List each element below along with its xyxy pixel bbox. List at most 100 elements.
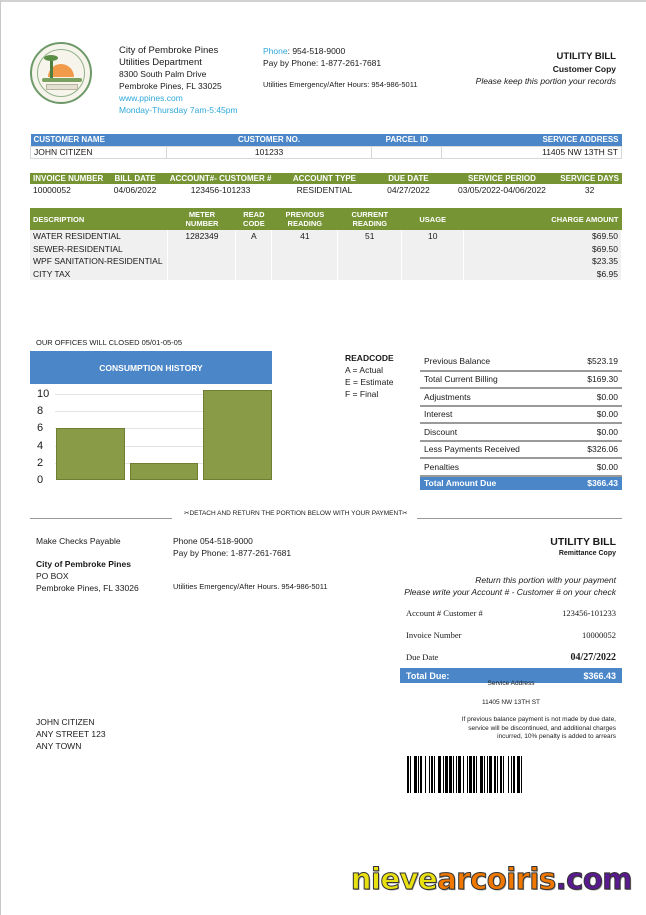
chart-bar — [203, 389, 272, 480]
contact-block: Phone: 954-518-9000 Pay by Phone: 1-877-… — [263, 45, 418, 91]
summary-row: Total Current Billing $169.30 — [420, 370, 622, 389]
bill-title: UTILITY BILL — [556, 51, 616, 62]
watermark-part: .com — [555, 862, 633, 897]
usage — [401, 242, 465, 255]
barcode-bar — [507, 756, 509, 793]
barcode-bar — [444, 756, 446, 793]
summary-label: Interest — [420, 405, 550, 424]
seal-leaf-icon — [44, 55, 58, 61]
barcode-bar — [504, 756, 508, 793]
service-days: 32 — [584, 185, 595, 195]
header-bill-date: BILL DATE — [107, 173, 163, 184]
chart-bar — [130, 462, 198, 480]
barcode-bar — [417, 756, 420, 793]
summary-row: Adjustments $0.00 — [420, 388, 622, 407]
account-value: 123456-101233 — [562, 608, 616, 618]
watermark: nievearcoiris.com — [350, 862, 633, 897]
meter-number: 1282349 — [167, 230, 237, 243]
seal-palm-icon — [50, 57, 53, 79]
payment-row: Account # Customer # 123456-101233 — [400, 602, 622, 624]
barcode-bar — [420, 756, 423, 793]
write-account-note: Please write your Account # - Customer #… — [404, 587, 616, 597]
remittance-copy-label: Remittance Copy — [558, 550, 616, 557]
checks-payable-label: Make Checks Payable — [36, 536, 121, 546]
org-block: City of Pembroke Pines Utilities Departm… — [119, 45, 238, 116]
seal-sun-icon — [48, 64, 74, 77]
barcode-bar — [460, 756, 463, 793]
header-prev-line1: PREVIOUS — [285, 210, 325, 219]
remit-org-name: City of Pembroke Pines — [36, 559, 131, 569]
watermark-part: nieve — [350, 862, 438, 897]
mailing-name: JOHN CITIZEN — [36, 717, 95, 727]
readcode-legend: READCODE A = Actual E = Estimate F = Fin… — [345, 352, 394, 400]
summary-label: Total Current Billing — [420, 370, 550, 389]
summary-row: Discount $0.00 — [420, 423, 622, 442]
summary-label: Previous Balance — [420, 353, 550, 372]
barcode-bar — [458, 756, 461, 793]
header-meter-line1: METER — [188, 210, 216, 219]
header-prev-line2: READING — [287, 219, 323, 228]
due-date: 04/27/2022 — [387, 185, 430, 195]
barcode-bar — [519, 756, 521, 793]
barcode-bar — [454, 756, 457, 793]
office-closure-notice: OUR OFFICES WILL CLOSED 05/01-05-05 — [36, 338, 183, 347]
seal-ground — [42, 78, 82, 82]
penalty-line: incurred, 10% penalty is added to arrear… — [497, 733, 616, 740]
read-code — [235, 242, 273, 255]
header-service-period: SERVICE PERIOD — [446, 173, 558, 184]
barcode-bar — [486, 756, 489, 793]
invoice-number: 10000052 — [33, 185, 71, 195]
summary-value: $0.00 — [550, 388, 622, 407]
charge-amount: $69.50 — [463, 230, 622, 243]
header-curr-line2: READING — [352, 219, 388, 228]
barcode-bar — [445, 756, 448, 793]
barcode-bar — [419, 756, 421, 793]
usage — [401, 267, 465, 280]
barcode-bar — [516, 756, 520, 793]
current-reading — [337, 267, 403, 280]
payment-details-table: Account # Customer # 123456-101233 Invoic… — [400, 602, 622, 683]
dashed-divider — [417, 518, 622, 519]
header-description: DESCRIPTION — [30, 208, 168, 230]
service-address-value: 11405 NW 13TH ST — [481, 699, 541, 706]
barcode-bar — [484, 756, 487, 793]
due-date-label: Due Date — [406, 652, 439, 662]
charge-description: WATER RESIDENTIAL — [30, 230, 169, 243]
phone-line: Phone: 954-518-9000 — [263, 45, 418, 57]
website-link[interactable]: www.ppines.com — [119, 93, 183, 103]
watermark-part: arcoiris — [437, 862, 557, 897]
barcode-bar — [437, 756, 441, 793]
y-tick: 6 — [37, 422, 44, 434]
barcode-bar — [508, 756, 512, 793]
header-service-address: SERVICE ADDRESS — [441, 134, 622, 146]
barcode-bar — [482, 756, 484, 793]
summary-value: $169.30 — [550, 370, 622, 389]
meter-number — [167, 242, 237, 255]
gridline — [55, 428, 272, 429]
barcode-bar — [496, 756, 498, 793]
remittance-instructions: Return this portion with your payment Pl… — [404, 574, 616, 598]
barcode-bar — [489, 756, 493, 793]
barcode-bar — [520, 756, 522, 793]
summary-value: $0.00 — [550, 423, 622, 442]
barcode — [407, 756, 577, 793]
city-state-zip: Pembroke Pines, FL 33025 — [119, 81, 222, 91]
charge-amount: $6.95 — [463, 267, 622, 280]
barcode-bar — [521, 756, 525, 793]
barcode-bar — [434, 756, 436, 793]
header-meter-line2: NUMBER — [185, 219, 219, 228]
barcode-bar — [411, 756, 414, 793]
org-name: City of Pembroke Pines — [119, 45, 219, 56]
header-previous-reading: PREVIOUS READING — [271, 208, 338, 230]
summary-row: Previous Balance $523.19 — [420, 353, 622, 372]
remit-phone: Phone 054-518-9000 — [173, 536, 253, 546]
charge-amount: $23.35 — [463, 255, 622, 268]
charge-amount: $69.50 — [463, 242, 622, 255]
readcode-title: READCODE — [345, 353, 394, 363]
remit-to-block: Make Checks Payable City of Pembroke Pin… — [36, 535, 139, 594]
seal-ring — [37, 49, 85, 97]
invoice-value: 10000052 — [582, 630, 616, 640]
barcode-bar — [467, 756, 469, 793]
bill-title-block: UTILITY BILL Customer Copy Please keep t… — [476, 51, 616, 87]
previous-reading — [271, 267, 339, 280]
